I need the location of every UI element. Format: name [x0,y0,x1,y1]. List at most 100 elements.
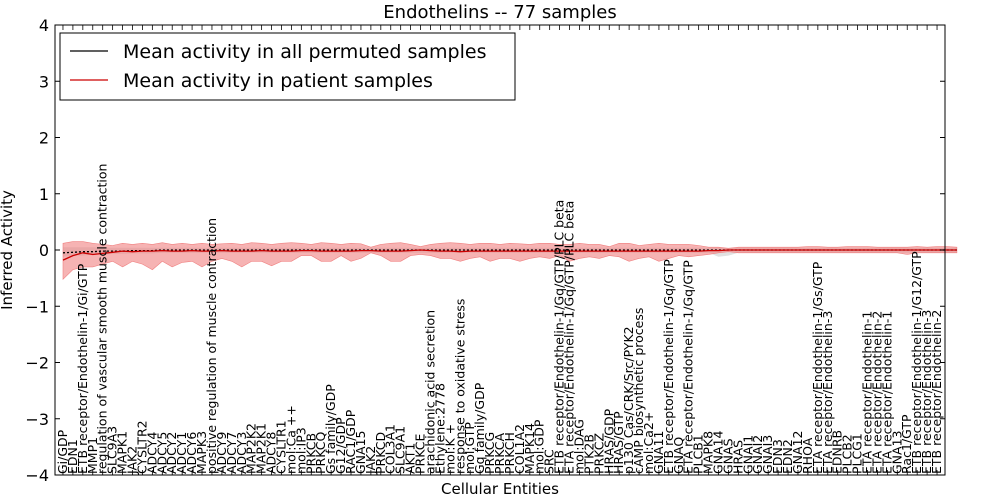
x-tick-label: GNA12 [790,431,805,475]
x-tick-label: PTK2B [581,434,596,474]
x-tick-label: ETA receptor/Endothelin-1/Gs/GTP [810,261,825,474]
x-tick-label: PRKCG [482,432,497,474]
y-axis-label: Inferred Activity [0,190,16,310]
x-tick-label: mol:Ca2+ [641,412,656,474]
x-tick-label: EDN2 [780,439,795,474]
series-line-patient [62,249,957,261]
x-tick-label: MAPK8 [701,431,716,474]
x-tick-label: PRKCH [502,432,517,474]
x-tick-label: HRAS/GTP [611,411,626,474]
x-tick-label: MAP2K2 [244,423,259,474]
x-tick-label: ADCY5 [154,432,169,474]
x-tick-label: ADCY4 [144,432,159,474]
x-tick-label: Gq family/GDP [472,382,487,474]
x-tick-label: JAK2 [363,446,378,475]
x-tick-label: arachidonic acid secretion [423,310,438,474]
x-tick-label: GNA11 [651,431,666,475]
x-tick-label: SLC9A3 [105,426,120,474]
x-tick-label: PRKCA [492,433,507,474]
x-tick-label: CYSLTR2 [134,420,149,474]
x-tick-label: GNAI3 [760,435,775,474]
x-tick-label: ETA receptor/Endothelin-1 [879,311,894,474]
x-tick-label: ADCY6 [184,432,199,474]
x-tick-label: ETB receptor/Endothelin-1/G12/GTP [909,251,924,474]
y-tick-label: 2 [39,129,49,148]
x-tick-label: EDNRB [830,430,845,474]
x-tick-label: Rac1/GTP [899,414,914,474]
x-tick-label: HRAS [730,440,745,474]
x-tick-label: ETA receptor/Endothelin-1/Gq/GTP [681,260,696,474]
x-axis-label: Cellular Entities [441,480,559,498]
x-tick-label: Gs family/GDP [323,384,338,474]
x-tick-label: p130 Cas/CRK/Src/PYK2 [621,326,636,474]
x-tick-label: mol:IP3 [293,427,308,474]
x-tick-label: PLCG1 [850,433,865,474]
x-tick-label: MAPK3 [194,431,209,474]
x-tick-label: ADCY7 [224,432,239,474]
x-tick-label: PRKCQ [313,432,328,474]
y-axis: −4 −3 −2 −1 0 1 2 3 4 [25,16,945,485]
y-tick-label: 3 [39,72,49,91]
x-tick-label: MMP1 [85,437,100,474]
x-tick-label: mol:DAG [572,419,587,474]
x-tick-label: EDN3 [770,439,785,474]
x-tick-label: cAMP biosynthetic process [631,308,646,474]
x-tick-label: RHOA [800,437,815,474]
x-tick-label: ETA receptor/Endothelin-1 [860,311,875,474]
chart-title: Endothelins -- 77 samples [383,2,616,23]
y-tick-label: −4 [25,466,49,485]
x-tick-label: SLC9A1 [393,426,408,474]
x-tick-label: ETB receptor/Endothelin-1/Gi/GTP [75,263,90,474]
x-tick-label: MAP2K1 [254,423,269,474]
legend-label-permuted: Mean activity in all permuted samples [123,41,486,63]
x-tick-label: PLCB1 [691,434,706,474]
x-tick-label: RAC1/GDP [343,409,358,474]
x-tick-label: MAPK1 [115,431,130,474]
x-tick-label: regulation of vascular smooth muscle con… [95,164,110,474]
x-tick-label: COL1A2 [512,424,527,474]
x-tick-label: response to oxidative stress [452,299,467,474]
x-tick-label: PRKCB [303,433,318,474]
x-tick-label: G12/GDP [333,417,348,474]
x-tick-label: JAK2 [125,446,140,475]
x-tick-label: HRAS/GDP [601,408,616,474]
x-tick-label: GNA14 [711,430,726,474]
x-tick-label: ADCY1 [174,432,189,474]
x-tick-label: CYSLTR1 [274,420,289,474]
x-tick-label: PRKCE [413,434,428,474]
legend-box [59,32,516,101]
x-tick-label: ETA receptor/Endothelin-1/Gq/GTP/PLC bet… [562,201,577,474]
x-tick-label: EDN1 [65,439,80,474]
x-tick-label: GNA15 [353,431,368,475]
x-tick-label: GNAI2 [750,435,765,474]
y-tick-label: −1 [25,297,49,316]
x-tick-label: PRKCZ [591,433,606,474]
x-tick-label: PRKCD [373,432,388,474]
x-tick-label: SRC [542,449,557,474]
x-tick-label: GNAI1 [740,435,755,474]
legend-label-patient: Mean activity in patient samples [123,70,433,92]
x-tick-label: Gi/GDP [55,429,70,474]
x-tick-label: ADCY2 [164,432,179,474]
x-tick-label: AKT1 [403,443,418,474]
x-tick-label: ETB receptor/Endothelin-1/Gq/GTP/PLC bet… [552,200,567,474]
x-tick-label: MAPK14 [522,423,537,474]
x-tick-label: GNA13 [889,431,904,475]
x-tick-label: ADCY9 [214,432,229,474]
x-tick-label: ETA receptor/Endothelin-3 [820,311,835,474]
x-tick-label: mol:K + [442,424,457,474]
x-tick-label: mol:GTP [462,422,477,474]
x-tick-label: ADCY3 [234,432,249,474]
y-tick-label: 4 [39,16,49,35]
x-tick-label: mol:GDP [532,419,547,474]
x-tick-label: COL3A1 [383,424,398,474]
x-tick-label: ETA receptor/Endothelin-2 [869,311,884,474]
legend: Mean activity in all permuted samples Me… [59,32,516,101]
y-tick-label: −3 [25,410,49,429]
x-tick-label: ADCY8 [264,432,279,474]
x-tick-label: GNAQ [671,437,686,474]
x-tick-label: ETB receptor/Endothelin-2 [929,310,944,474]
x-tick-label: mol:Ca ++ [283,405,298,474]
